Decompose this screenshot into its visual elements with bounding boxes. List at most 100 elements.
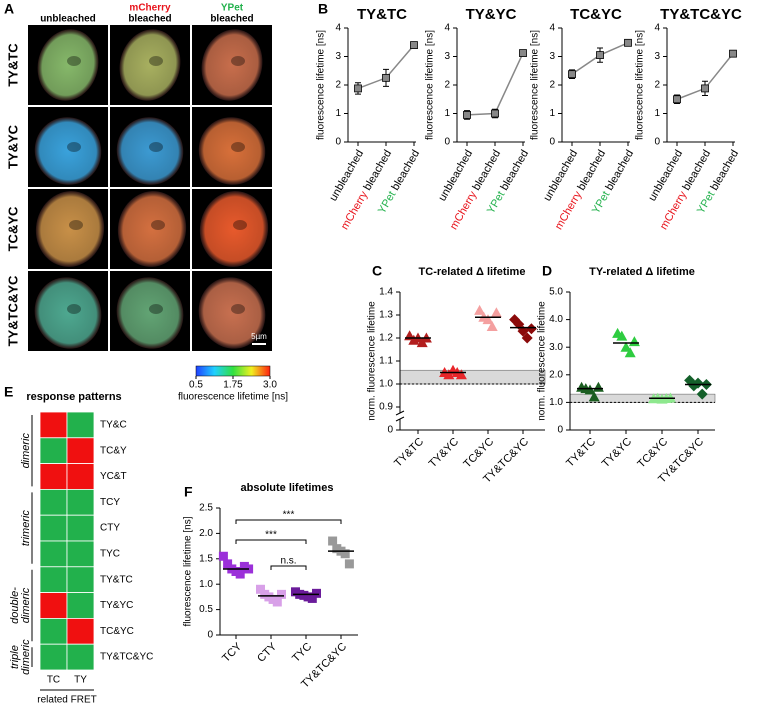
y-tick-label: 1.0	[199, 579, 213, 590]
nucleus	[119, 29, 181, 101]
point	[596, 51, 604, 59]
column-label: TY	[74, 675, 87, 686]
nucleolus	[67, 304, 81, 314]
y-tick-label: 5.0	[549, 287, 563, 298]
nucleus	[116, 117, 184, 185]
colorbar-label: fluorescence lifetime [ns]	[178, 392, 288, 403]
axis-label: related FRET	[37, 695, 96, 706]
nucleolus	[69, 220, 83, 230]
group-label: dimeric	[20, 587, 32, 623]
y-tick-label: 3	[335, 51, 341, 62]
pattern-cell	[39, 411, 68, 439]
pattern-cell	[66, 540, 95, 568]
label-part: mCherry	[339, 189, 371, 232]
y-tick-label: 3	[444, 51, 450, 62]
pattern-cell	[66, 592, 95, 619]
pattern-cell	[39, 592, 68, 619]
y-tick-label: 4.0	[549, 314, 563, 325]
x-tick-label: TY&TC	[392, 436, 426, 470]
group-label: triple	[9, 645, 21, 669]
x-tick-label: mCherry bleached	[448, 148, 503, 232]
x-tick-label: mCherry bleached	[658, 148, 713, 232]
x-tick-label: mCherry bleached	[553, 148, 608, 232]
y-tick-label: 0	[387, 425, 393, 436]
group-label: trimeric	[20, 510, 32, 547]
y-tick-label: 3	[654, 51, 660, 62]
y-tick-label: 3	[549, 51, 555, 62]
panel-letter: E	[4, 384, 13, 400]
significance-label: n.s.	[280, 556, 296, 567]
point	[673, 95, 681, 104]
row-label: TY&TC	[5, 43, 20, 87]
nucleus	[34, 117, 102, 185]
nucleolus	[67, 142, 81, 152]
point	[620, 341, 632, 352]
y-tick-label: 0	[444, 137, 450, 148]
pattern-cell	[39, 463, 68, 490]
y-tick-label: 1	[654, 108, 660, 119]
point	[588, 391, 600, 402]
y-tick-label: 2	[444, 80, 450, 91]
y-tick-label: 2.5	[199, 503, 213, 514]
colorbar	[195, 365, 271, 377]
y-tick-label: 0	[549, 137, 555, 148]
chart-title: TY&YC	[466, 6, 517, 23]
group-label: double-	[9, 587, 21, 624]
y-tick-label: 0	[557, 425, 563, 436]
point	[382, 73, 390, 82]
y-tick-label: 1.2	[379, 333, 393, 344]
point	[701, 84, 709, 93]
nucleus	[199, 191, 269, 267]
point	[616, 330, 628, 341]
row-label: TY&YC	[5, 124, 20, 169]
point	[474, 304, 486, 315]
panel-letter: A	[4, 1, 14, 17]
x-tick-label: TY&YC	[600, 436, 634, 470]
point	[307, 593, 317, 603]
point	[218, 551, 228, 561]
row-label: TC&Y	[100, 445, 127, 456]
nucleus	[35, 191, 105, 267]
y-tick-label: 1.0	[379, 379, 393, 390]
point	[235, 569, 245, 579]
point	[491, 109, 499, 118]
row-label: TY&TC&YC	[100, 652, 153, 663]
significance-bracket	[235, 519, 342, 524]
point	[354, 84, 362, 93]
x-tick-label: TC&YC	[461, 436, 496, 471]
column-label: TC	[47, 675, 60, 686]
significance-label: ***	[265, 530, 277, 541]
y-tick-label: 2	[549, 80, 555, 91]
colorbar-tick-label: 1.75	[223, 380, 243, 391]
pattern-cell	[39, 488, 68, 516]
point	[519, 49, 527, 57]
row-label: TCY	[100, 497, 120, 508]
point	[521, 332, 533, 344]
y-tick-label: 0	[207, 630, 213, 641]
reference-band	[399, 369, 546, 385]
scale-bar-label: 5µm	[251, 332, 267, 341]
point	[344, 559, 354, 569]
column-header: YPet	[221, 3, 244, 14]
pattern-cell	[66, 463, 95, 490]
y-tick-label: 3.0	[549, 342, 563, 353]
pattern-cell	[39, 437, 68, 464]
nucleus	[34, 277, 102, 349]
label-part: mCherry	[448, 189, 480, 232]
nucleolus	[231, 304, 245, 314]
nucleus	[198, 277, 266, 349]
y-axis-label: norm. fluorescence lifetime	[367, 301, 378, 421]
point	[482, 314, 494, 325]
point	[729, 49, 737, 58]
nucleus	[37, 29, 99, 101]
pattern-cell	[66, 411, 95, 439]
y-tick-label: 4	[654, 23, 660, 34]
panel-letter: F	[184, 484, 193, 500]
y-tick-label: 0.5	[199, 604, 213, 615]
y-tick-label: 1.1	[379, 356, 393, 367]
y-axis-label: fluorescence lifetime [ns]	[635, 30, 646, 140]
row-label: TYC	[100, 549, 120, 560]
point	[277, 589, 286, 599]
grid-title: response patterns	[26, 391, 121, 403]
column-header: bleached	[210, 14, 253, 25]
